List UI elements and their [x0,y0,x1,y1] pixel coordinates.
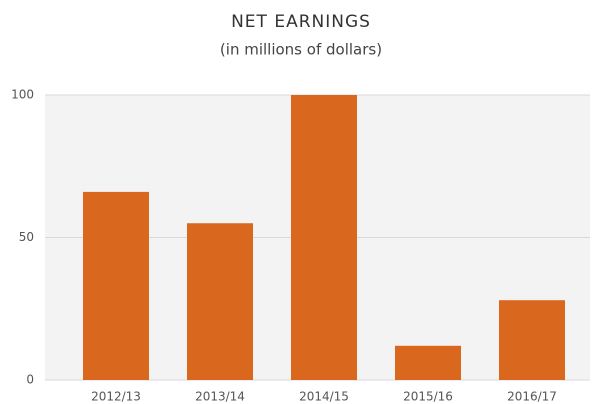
x-tick-label: 2012/13 [91,390,141,404]
bar [291,95,357,380]
x-tick-label: 2016/17 [507,390,557,404]
bar [395,345,461,380]
y-tick-label: 100 [11,88,34,102]
bar [83,191,149,380]
y-tick-label: 50 [19,230,34,244]
bar [499,300,565,380]
chart-subtitle: (in millions of dollars) [220,41,382,59]
chart-title: NET EARNINGS [231,12,371,32]
x-tick-label: 2015/16 [403,390,453,404]
y-tick-label: 0 [26,373,34,387]
x-tick-label: 2014/15 [299,390,349,404]
x-tick-label: 2013/14 [195,390,245,404]
bar [187,223,253,380]
